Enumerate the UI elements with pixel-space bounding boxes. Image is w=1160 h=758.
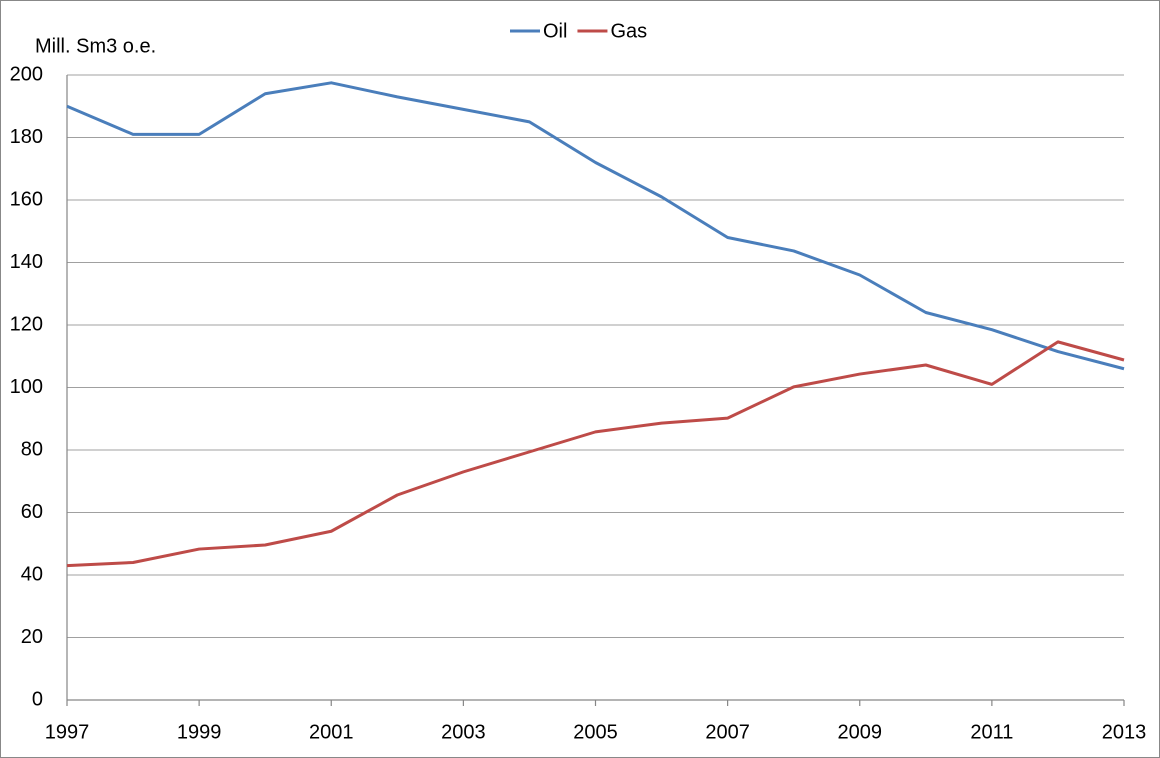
x-tick-label: 2013 (1102, 721, 1147, 743)
x-tick-label: 1997 (45, 721, 90, 743)
y-tick-label: 180 (10, 126, 43, 148)
y-tick-label: 140 (10, 251, 43, 273)
x-tick-label: 1999 (177, 721, 222, 743)
y-tick-label: 20 (21, 626, 43, 648)
y-tick-label: 100 (10, 376, 43, 398)
legend: Oil Gas (510, 20, 647, 42)
x-tick-label: 2003 (441, 721, 486, 743)
legend-label: Oil (543, 20, 567, 42)
x-tick-label: 2007 (705, 721, 750, 743)
y-tick-label: 60 (21, 501, 43, 523)
x-tick-label: 2001 (309, 721, 354, 743)
y-tick-label: 200 (10, 63, 43, 85)
y-tick-label: 160 (10, 188, 43, 210)
y-tick-label: 80 (21, 438, 43, 460)
y-tick-label: 0 (32, 688, 43, 710)
series-line (66, 81, 1125, 371)
y-tick-label: 120 (10, 313, 43, 335)
x-tick-label: 2009 (838, 721, 883, 743)
series-line (66, 340, 1125, 568)
x-tick-label: 2005 (573, 721, 618, 743)
x-tick-label: 2011 (970, 721, 1013, 743)
y-axis-label: Mill. Sm3 o.e. (35, 35, 156, 57)
y-tick-label: 40 (21, 563, 43, 585)
legend-label: Gas (610, 20, 647, 42)
